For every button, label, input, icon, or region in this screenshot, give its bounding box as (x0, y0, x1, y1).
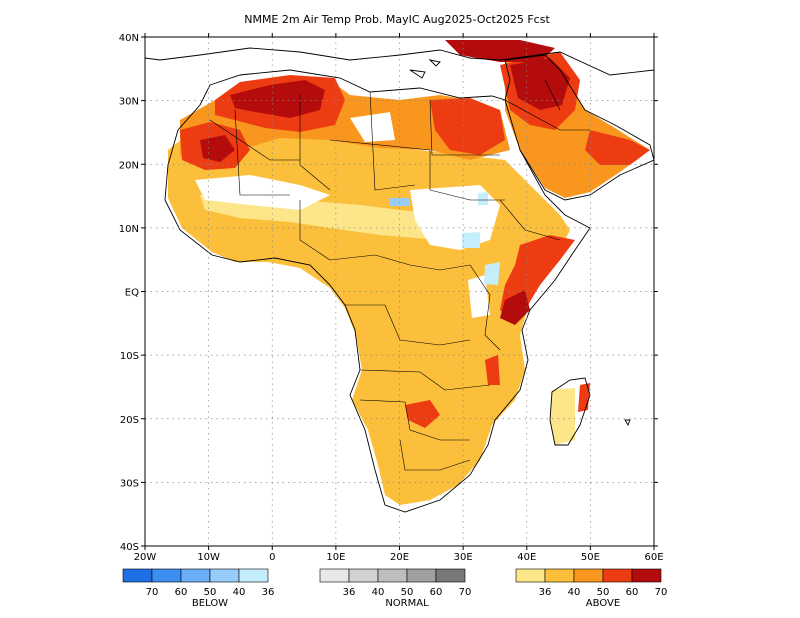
y-tick-label: 10S (120, 351, 139, 362)
x-tick-label: 20E (390, 552, 409, 563)
legend-label: NORMAL (385, 598, 429, 609)
legend-value: 50 (597, 587, 610, 598)
y-tick-label: 40S (120, 542, 139, 553)
no-signal-rift (468, 275, 490, 318)
y-tick-label: 30S (120, 478, 139, 489)
legend-swatch (544, 568, 575, 583)
coastlines (145, 47, 654, 513)
x-tick-label: 50E (581, 552, 600, 563)
legend-swatch (573, 568, 604, 583)
legend-value: 60 (175, 587, 188, 598)
x-tick-label: 10E (326, 552, 345, 563)
legend-value: 36 (343, 587, 356, 598)
grid-lines (145, 37, 654, 546)
above-70-east-africa (500, 290, 530, 325)
y-tick-label: 10N (119, 224, 139, 235)
above-60-gulf (585, 130, 650, 165)
y-tick-label: 20S (120, 415, 139, 426)
below-36-patch-4 (478, 192, 488, 205)
no-signal-libya (350, 112, 395, 142)
legend-above: 36 40 50 60 70 ABOVE (515, 568, 668, 609)
legend-below: 70 60 50 40 36 BELOW (122, 568, 275, 609)
legend-value: 40 (372, 587, 385, 598)
x-tick-label: 20W (134, 552, 157, 563)
below-36-patch-1 (462, 232, 480, 248)
legend-value: 50 (204, 587, 217, 598)
legend-swatch (406, 568, 437, 583)
legend-swatch (348, 568, 379, 583)
plot-area (145, 37, 654, 546)
x-tick-label: 10W (197, 552, 220, 563)
above-70-arabia (510, 58, 570, 110)
legend-value: 70 (655, 587, 668, 598)
above-70-nw-africa (230, 80, 325, 118)
map-title: NMME 2m Air Temp Prob. MayIC Aug2025-Oct… (244, 13, 550, 26)
legend-value: 70 (459, 587, 472, 598)
x-tick-label: 30E (454, 552, 473, 563)
y-axis: 40N 30N 20N 10N EQ 10S 20S 30S 40S (119, 33, 658, 553)
y-tick-label: 30N (119, 97, 139, 108)
y-tick-label: 40N (119, 33, 139, 44)
legend-value: 40 (568, 587, 581, 598)
above-60-mozambique (485, 355, 500, 385)
legend-swatch (122, 568, 153, 583)
x-tick-label: 60E (644, 552, 663, 563)
legend-label: ABOVE (586, 598, 620, 609)
below-40-patch-3 (390, 198, 410, 206)
legend-value: 36 (262, 587, 275, 598)
legend-swatch (209, 568, 240, 583)
legend-swatch (515, 568, 546, 583)
legend-normal: 36 40 50 60 70 NORMAL (319, 568, 472, 609)
country-borders (209, 79, 590, 471)
legend-swatch (377, 568, 408, 583)
legend-value: 60 (626, 587, 639, 598)
y-tick-label: 20N (119, 160, 139, 171)
below-36-patch-2 (484, 262, 500, 285)
above-60-southern (405, 400, 440, 428)
legend-swatch (151, 568, 182, 583)
legend-value: 70 (146, 587, 159, 598)
above-36-madagascar (550, 388, 575, 445)
legend-swatch (602, 568, 633, 583)
legend-label: BELOW (192, 598, 228, 609)
y-tick-label: EQ (125, 288, 139, 299)
x-tick-label: 40E (517, 552, 536, 563)
legend-swatch (435, 568, 466, 583)
legend-value: 36 (539, 587, 552, 598)
x-tick-label: 0 (269, 552, 275, 563)
legend-swatch (180, 568, 211, 583)
legend-value: 40 (233, 587, 246, 598)
x-axis: 20W 10W 0 10E 20E 30E 40E 50E 60E (134, 33, 664, 563)
legend-value: 50 (401, 587, 414, 598)
legend-swatch (319, 568, 350, 583)
legend-swatch (631, 568, 662, 583)
no-signal-sahara (195, 175, 330, 210)
above-60-northeast (430, 98, 505, 155)
legend-value: 60 (430, 587, 443, 598)
probability-shading (168, 40, 650, 505)
legend-swatch (238, 568, 269, 583)
